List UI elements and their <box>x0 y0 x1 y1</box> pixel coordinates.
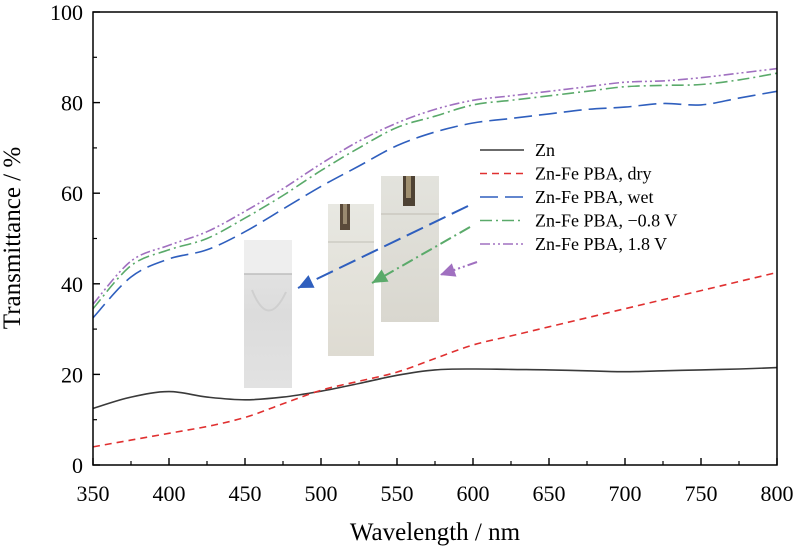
y-tick-label: 20 <box>61 362 83 387</box>
x-tick-label: 550 <box>381 481 414 506</box>
photo-neg-0.8v-sample <box>328 204 374 356</box>
sample-photos <box>244 176 439 388</box>
x-axis-ticks: 350 400 450 500 550 600 650 700 750 800 <box>77 458 794 506</box>
legend: Zn Zn-Fe PBA, dry Zn-Fe PBA, wet Zn-Fe PBA,… <box>480 140 677 254</box>
legend-label-0: Zn <box>535 140 555 160</box>
legend-label-2: Zn-Fe PBA, wet <box>535 187 654 207</box>
series-line-4 <box>92 67 778 305</box>
x-tick-label: 750 <box>685 481 718 506</box>
x-tick-label: 350 <box>77 481 110 506</box>
y-tick-label: 0 <box>72 453 83 478</box>
series-line-0 <box>92 366 778 410</box>
photo-arrow-line-0 <box>297 205 469 289</box>
photo-arrow-line-1 <box>371 226 471 284</box>
y-tick-label: 60 <box>61 181 83 206</box>
photo-arrow-head-2 <box>440 263 457 277</box>
y-tick-label: 80 <box>61 91 83 116</box>
photo-arrow-head-1 <box>372 269 389 283</box>
x-tick-label: 800 <box>761 481 794 506</box>
y-tick-label: 40 <box>61 272 83 297</box>
legend-label-4: Zn-Fe PBA, 1.8 V <box>535 234 667 254</box>
photo-wet-sample <box>244 240 292 388</box>
x-tick-label: 600 <box>457 481 490 506</box>
y-axis-ticks: 0 20 40 60 80 100 <box>50 0 100 478</box>
x-axis-title: Wavelength / nm <box>350 519 521 546</box>
series-line-2 <box>92 90 778 319</box>
x-tick-label: 700 <box>609 481 642 506</box>
x-tick-label: 500 <box>305 481 338 506</box>
series-layer <box>92 67 778 448</box>
legend-label-3: Zn-Fe PBA, −0.8 V <box>535 211 677 231</box>
photo-arrow-head-0 <box>298 275 315 288</box>
series-line-3 <box>92 72 778 310</box>
photo-arrows <box>297 205 478 289</box>
x-tick-label: 650 <box>533 481 566 506</box>
legend-label-1: Zn-Fe PBA, dry <box>535 164 652 184</box>
series-line-1 <box>92 271 778 448</box>
photo-1.8v-sample <box>381 176 439 322</box>
x-tick-label: 400 <box>153 481 186 506</box>
y-axis-title: Transmittance / % <box>0 147 26 329</box>
x-tick-label: 450 <box>229 481 262 506</box>
y-tick-label: 100 <box>50 0 83 25</box>
